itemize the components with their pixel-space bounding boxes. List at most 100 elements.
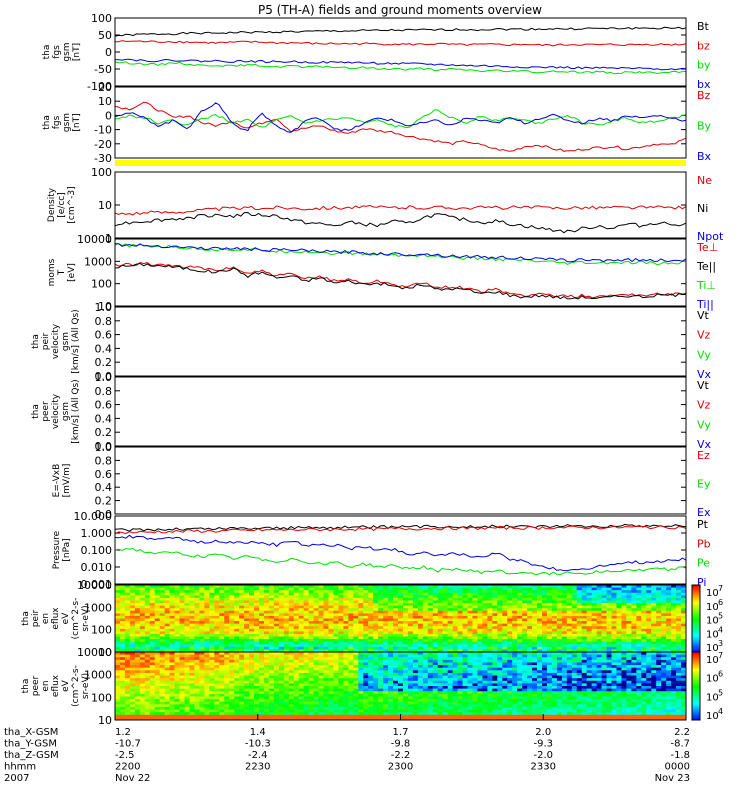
heatmap-cell [413, 694, 418, 697]
heatmap-cell [343, 637, 348, 640]
heatmap-cell [299, 611, 304, 614]
heatmap-cell [329, 595, 334, 598]
heatmap-cell [433, 678, 438, 681]
heatmap-cell [185, 603, 190, 606]
heatmap-cell [597, 639, 602, 642]
heatmap-cell [383, 665, 388, 668]
heatmap-cell [398, 600, 403, 603]
heatmap-cell [338, 593, 343, 596]
heatmap-cell [194, 590, 199, 593]
heatmap-cell [180, 660, 185, 663]
heatmap-cell [353, 631, 358, 634]
heatmap-cell [626, 598, 631, 601]
heatmap-cell [671, 603, 676, 606]
heatmap-cell [338, 694, 343, 697]
heatmap-cell [557, 606, 562, 609]
heatmap-cell [309, 603, 314, 606]
heatmap-cell [348, 710, 353, 713]
heatmap-cell [115, 655, 120, 658]
heatmap-cell [199, 712, 204, 715]
heatmap-cell [170, 710, 175, 713]
heatmap-cell [438, 619, 443, 622]
heatmap-cell [224, 662, 229, 665]
heatmap-cell [140, 696, 145, 699]
heatmap-cell [572, 644, 577, 647]
heatmap-cell [125, 616, 130, 619]
heatmap-cell [631, 637, 636, 640]
heatmap-cell [428, 642, 433, 645]
heatmap-cell [209, 611, 214, 614]
heatmap-cell [477, 634, 482, 637]
heatmap-cell [463, 606, 468, 609]
heatmap-cell [368, 619, 373, 622]
heatmap-cell [438, 611, 443, 614]
heatmap-cell [324, 673, 329, 676]
heatmap-cell [319, 608, 324, 611]
heatmap-cell [636, 590, 641, 593]
heatmap-cell [542, 624, 547, 627]
heatmap-cell [324, 702, 329, 705]
heatmap-cell [135, 702, 140, 705]
heatmap-cell [125, 662, 130, 665]
heatmap-cell [259, 655, 264, 658]
y-axis-label: gsm [62, 113, 72, 132]
heatmap-cell [269, 670, 274, 673]
heatmap-cell [626, 588, 631, 591]
heatmap-cell [378, 694, 383, 697]
heatmap-cell [343, 686, 348, 689]
heatmap-cell [502, 608, 507, 611]
heatmap-cell [244, 608, 249, 611]
heatmap-cell [319, 686, 324, 689]
heatmap-cell [338, 678, 343, 681]
heatmap-cell [125, 707, 130, 710]
heatmap-cell [428, 608, 433, 611]
heatmap-cell [468, 634, 473, 637]
heatmap-cell [274, 668, 279, 671]
heatmap-cell [418, 712, 423, 715]
heatmap-cell [661, 626, 666, 629]
heatmap-cell [383, 598, 388, 601]
heatmap-cell [175, 600, 180, 603]
heatmap-cell [428, 681, 433, 684]
heatmap-cell [428, 678, 433, 681]
heatmap-cell [259, 704, 264, 707]
heatmap-cell [165, 616, 170, 619]
heatmap-cell [612, 608, 617, 611]
heatmap-cell [353, 699, 358, 702]
heatmap-cell [621, 613, 626, 616]
heatmap-cell [319, 694, 324, 697]
heatmap-cell [413, 642, 418, 645]
heatmap-cell [249, 619, 254, 622]
heatmap-cell [368, 642, 373, 645]
heatmap-cell [527, 588, 532, 591]
heatmap-cell [468, 595, 473, 598]
heatmap-cell [592, 606, 597, 609]
heatmap-cell [239, 629, 244, 632]
heatmap-cell [537, 608, 542, 611]
heatmap-cell [160, 686, 165, 689]
heatmap-cell [408, 678, 413, 681]
heatmap-cell [319, 642, 324, 645]
heatmap-cell [314, 624, 319, 627]
heatmap-cell [468, 590, 473, 593]
heatmap-cell [115, 712, 120, 715]
heatmap-cell [646, 603, 651, 606]
heatmap-cell [542, 590, 547, 593]
heatmap-cell [284, 588, 289, 591]
heatmap-cell [224, 694, 229, 697]
heatmap-cell [597, 631, 602, 634]
heatmap-cell [249, 600, 254, 603]
heatmap-cell [160, 683, 165, 686]
heatmap-cell [616, 634, 621, 637]
heatmap-cell [165, 660, 170, 663]
heatmap-cell [636, 598, 641, 601]
heatmap-cell [527, 595, 532, 598]
heatmap-cell [532, 637, 537, 640]
heatmap-cell [636, 634, 641, 637]
heatmap-cell [463, 634, 468, 637]
heatmap-cell [135, 704, 140, 707]
heatmap-cell [552, 634, 557, 637]
heatmap-cell [612, 619, 617, 622]
heatmap-cell [209, 588, 214, 591]
heatmap-cell [517, 598, 522, 601]
